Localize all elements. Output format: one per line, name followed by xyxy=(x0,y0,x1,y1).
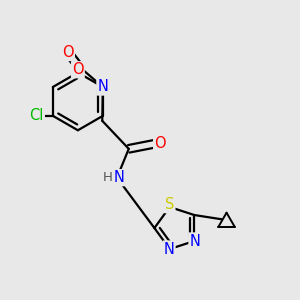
Text: H: H xyxy=(103,171,113,184)
Text: O: O xyxy=(62,45,74,60)
Text: N: N xyxy=(164,242,175,256)
Text: O: O xyxy=(72,62,84,77)
Text: S: S xyxy=(165,197,174,212)
Text: O: O xyxy=(154,136,166,151)
Text: N: N xyxy=(113,170,124,185)
Text: N: N xyxy=(190,233,200,248)
Text: N: N xyxy=(98,80,108,94)
Text: Cl: Cl xyxy=(29,108,44,123)
